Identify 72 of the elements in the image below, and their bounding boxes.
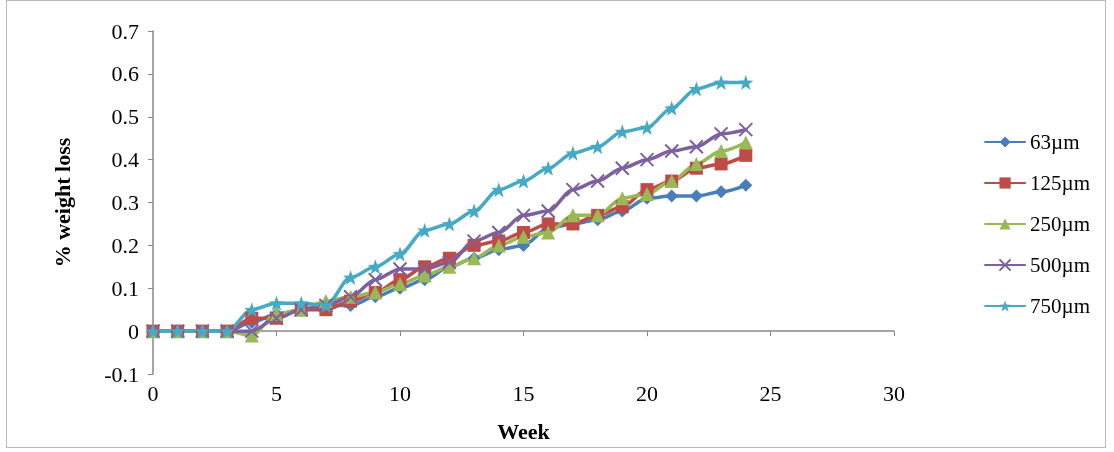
point — [714, 144, 729, 159]
point — [738, 122, 754, 138]
point — [664, 143, 680, 159]
point — [664, 100, 680, 116]
point — [614, 124, 630, 140]
point — [688, 139, 704, 155]
y-tick-label: 0.3 — [111, 190, 139, 215]
y-axis-title: % weight loss — [49, 137, 75, 268]
point — [590, 173, 606, 189]
y-tick-label: 0.2 — [111, 232, 139, 258]
point — [689, 189, 703, 203]
point — [269, 295, 284, 311]
point — [293, 295, 309, 311]
point — [466, 233, 482, 249]
point — [615, 191, 630, 206]
point — [713, 74, 729, 90]
point — [713, 126, 729, 142]
y-tick-label: 0.4 — [111, 147, 139, 173]
point — [541, 225, 556, 240]
point — [590, 139, 606, 155]
y-tick-label: 0.6 — [111, 61, 139, 87]
point — [393, 276, 407, 291]
point — [739, 178, 753, 192]
y-tick-label: -0.1 — [104, 361, 139, 387]
point — [639, 119, 655, 135]
legend-label: 125µm — [1030, 171, 1090, 195]
legend-label: 500µm — [1030, 253, 1090, 277]
point — [689, 156, 704, 171]
point — [343, 270, 359, 286]
x-tick-label: 10 — [389, 380, 411, 406]
x-tick-label: 5 — [271, 380, 282, 406]
point — [392, 246, 408, 262]
legend-label: 63µm — [1030, 130, 1080, 154]
point — [688, 81, 704, 97]
point — [738, 135, 753, 150]
point — [516, 229, 531, 244]
x-tick-label: 25 — [759, 380, 782, 406]
y-tick-label: 0.7 — [111, 18, 139, 44]
point — [441, 255, 457, 271]
point — [665, 189, 679, 203]
point — [392, 261, 408, 277]
legend-label: 250µm — [1030, 212, 1090, 236]
point — [541, 217, 555, 231]
y-tick-label: 0 — [128, 318, 139, 344]
point — [640, 186, 654, 201]
x-tick-label: 20 — [636, 380, 658, 406]
point — [244, 323, 260, 339]
x-tick-label: 30 — [883, 380, 905, 406]
point — [367, 259, 383, 275]
legend-label: 750µm — [1030, 294, 1090, 318]
point — [614, 160, 630, 176]
point — [516, 173, 531, 189]
point — [565, 208, 580, 223]
point — [441, 216, 457, 232]
y-tick-label: 0.5 — [111, 104, 139, 130]
point — [491, 238, 506, 253]
x-axis-title: Week — [497, 418, 551, 444]
point — [565, 182, 581, 198]
point — [714, 185, 728, 199]
y-tick-label: 0.1 — [111, 275, 139, 301]
point — [516, 207, 531, 223]
point — [540, 160, 556, 176]
x-tick-label: 0 — [147, 380, 159, 406]
point — [739, 148, 753, 162]
point — [367, 272, 383, 288]
point — [491, 225, 507, 241]
point — [639, 152, 655, 168]
point — [738, 74, 754, 90]
point — [714, 157, 728, 171]
x-tick-label: 15 — [512, 380, 535, 406]
point — [466, 203, 482, 219]
point — [540, 203, 556, 219]
